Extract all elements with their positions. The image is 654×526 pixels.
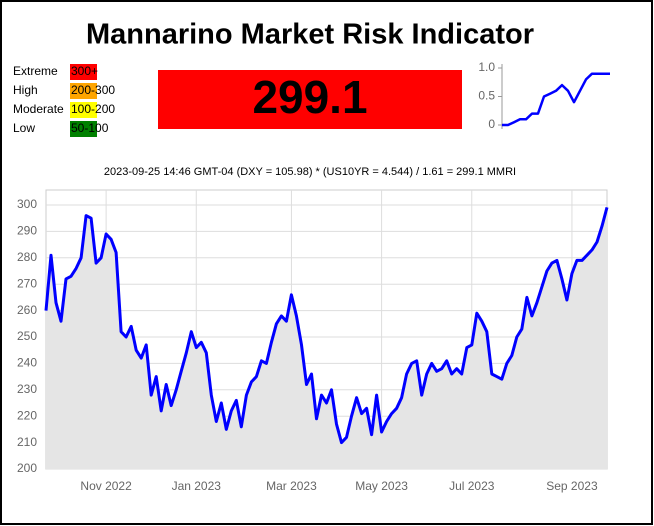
y-tick-label: 240 <box>17 356 37 370</box>
line <box>502 72 610 127</box>
y-tick-label: 200 <box>17 461 37 475</box>
risk-name: Moderate <box>13 102 64 116</box>
x-tick-label: Nov 2022 <box>80 479 132 493</box>
formula: 2023-09-25 14:46 GMT-04 (DXY = 105.98) *… <box>104 166 516 178</box>
risk-name: High <box>13 83 38 97</box>
y-tick-label: 1.0 <box>478 60 495 74</box>
y-tick-label: 210 <box>17 435 37 449</box>
y-tick-label: 280 <box>17 250 37 264</box>
y-tick-label: 270 <box>17 276 37 290</box>
risk-swatch <box>70 102 97 118</box>
current-value: 299.1 <box>252 71 367 123</box>
risk-range: 100-200 <box>71 102 115 116</box>
risk-swatch <box>70 64 97 80</box>
x-tick-label: Sep 2023 <box>546 479 598 493</box>
current-box <box>158 70 462 129</box>
x-tick-label: May 2023 <box>355 479 408 493</box>
y-tick-label: 260 <box>17 303 37 317</box>
y-tick-label: 0.5 <box>478 89 495 103</box>
risk-range: 300+ <box>71 64 98 78</box>
x-tick-label: Mar 2023 <box>266 479 317 493</box>
x-tick-label: Jul 2023 <box>449 479 495 493</box>
y-tick-label: 250 <box>17 329 37 343</box>
risk-name: Low <box>13 121 35 135</box>
risk-range: 50-100 <box>71 121 109 135</box>
y-tick-label: 0 <box>488 117 495 131</box>
area <box>46 207 607 469</box>
y-tick-label: 220 <box>17 408 37 422</box>
risk-range: 200-300 <box>71 83 115 97</box>
line <box>44 207 609 445</box>
y-tick-label: 300 <box>17 197 37 211</box>
x-tick-label: Jan 2023 <box>172 479 222 493</box>
y-tick-label: 230 <box>17 382 37 396</box>
risk-name: Extreme <box>13 64 58 78</box>
y-tick-label: 290 <box>17 224 37 238</box>
page-title: Mannarino Market Risk Indicator <box>86 19 534 51</box>
risk-swatch <box>70 121 97 137</box>
risk-swatch <box>70 83 97 99</box>
